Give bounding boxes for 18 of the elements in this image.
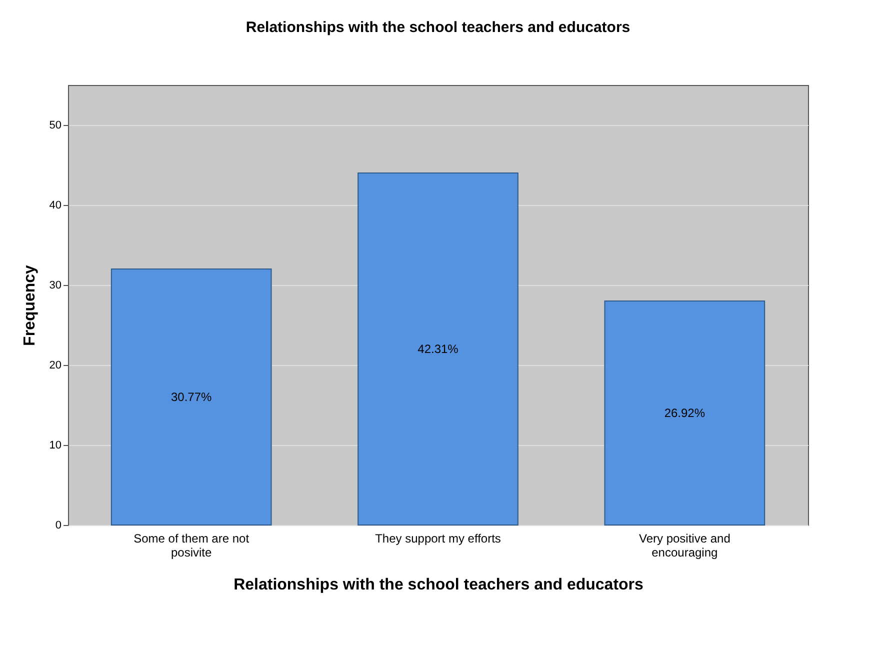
bar xyxy=(358,172,518,526)
chart-title: Relationships with the school teachers and educators xyxy=(246,19,630,36)
bar xyxy=(110,268,272,526)
x-axis-title: Relationships with the school teachers and educators xyxy=(234,576,644,594)
y-tick-label: 20 xyxy=(49,360,62,372)
y-tick-label: 10 xyxy=(49,440,62,452)
x-tick-label: They support my efforts xyxy=(375,532,501,546)
y-tick-label: 0 xyxy=(55,520,62,532)
bar xyxy=(604,300,766,526)
x-tick-label: Some of them are not posivite xyxy=(134,532,250,560)
y-tick-label: 40 xyxy=(49,200,62,212)
y-tick-label: 30 xyxy=(49,280,62,292)
annotation: 42.31% xyxy=(418,342,459,356)
x-tick-label: Very positive and encouraging xyxy=(638,532,730,560)
y-tick-label: 50 xyxy=(49,120,62,132)
annotation: 26.92% xyxy=(664,406,706,420)
annotation: 30.77% xyxy=(170,390,212,404)
y-axis-title: Frequency xyxy=(21,264,38,346)
